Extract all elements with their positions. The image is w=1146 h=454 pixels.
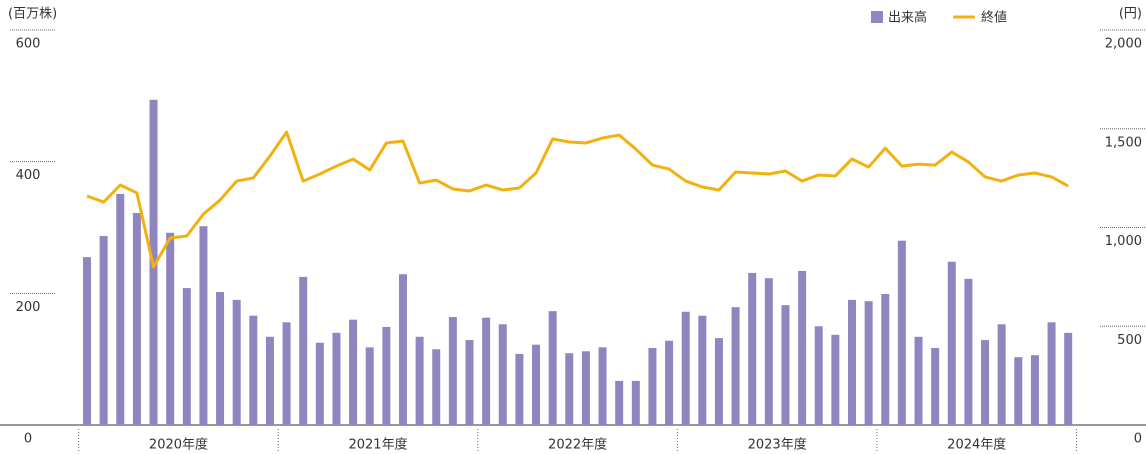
bar xyxy=(714,338,723,425)
bar xyxy=(116,193,125,425)
bar xyxy=(249,315,258,425)
y-tick-label: 200 xyxy=(16,300,41,315)
legend-label: 出来高 xyxy=(888,10,927,26)
bar xyxy=(931,347,940,425)
bar xyxy=(99,236,108,425)
bar xyxy=(798,270,807,425)
bar xyxy=(1014,357,1023,425)
legend-label: 終値 xyxy=(981,10,1007,26)
bar xyxy=(315,342,324,425)
bar xyxy=(398,274,407,425)
bar xyxy=(415,336,424,425)
y2-tick-label: 2,000 xyxy=(1105,37,1142,52)
bar xyxy=(847,299,856,425)
bar xyxy=(299,276,308,425)
bar xyxy=(748,272,757,425)
bar xyxy=(1047,322,1056,425)
bar xyxy=(731,307,740,425)
bar xyxy=(615,380,624,425)
bar xyxy=(83,257,92,425)
bar xyxy=(648,347,657,425)
y-tick-label: 0 xyxy=(24,432,32,447)
x-group-label: 2022年度 xyxy=(548,437,607,453)
x-group-label: 2024年度 xyxy=(947,437,1006,453)
bar xyxy=(681,311,690,425)
bar xyxy=(332,332,341,425)
y-tick-label: 600 xyxy=(16,37,41,52)
bar xyxy=(532,344,541,425)
bar xyxy=(631,380,640,425)
bar xyxy=(581,351,590,425)
bar xyxy=(814,326,823,425)
bar xyxy=(448,317,457,425)
bar xyxy=(864,301,873,425)
bar xyxy=(565,353,574,425)
bar xyxy=(132,213,141,425)
bar xyxy=(964,278,973,425)
x-group-label: 2020年度 xyxy=(149,437,208,453)
bar xyxy=(432,349,441,425)
bar xyxy=(698,315,707,425)
bar xyxy=(166,232,175,425)
bar xyxy=(282,322,291,425)
bar xyxy=(781,305,790,425)
bar xyxy=(365,347,374,425)
bar xyxy=(265,336,274,425)
x-group-label: 2023年度 xyxy=(748,437,807,453)
bar xyxy=(349,319,358,425)
y2-tick-label: 500 xyxy=(1117,333,1142,348)
bar xyxy=(515,353,524,425)
bar xyxy=(897,240,906,425)
bar xyxy=(1064,332,1073,425)
y-axis-label: (百万株) xyxy=(8,7,57,22)
price-line xyxy=(86,130,1069,269)
bar xyxy=(881,293,890,425)
bar xyxy=(232,299,241,425)
bar xyxy=(914,336,923,425)
bar xyxy=(465,340,474,425)
bar xyxy=(548,311,557,425)
bar xyxy=(382,326,391,425)
legend-swatch xyxy=(871,11,883,23)
y2-tick-label: 0 xyxy=(1134,432,1142,447)
y2-tick-label: 1,000 xyxy=(1105,234,1142,249)
y2-axis-label: (円) xyxy=(1119,7,1142,22)
y-tick-label: 400 xyxy=(16,168,41,183)
bar xyxy=(1030,355,1039,425)
bar xyxy=(831,334,840,425)
bar xyxy=(199,226,208,425)
bar xyxy=(997,324,1006,425)
bar xyxy=(598,347,607,425)
bar xyxy=(947,261,956,425)
bar xyxy=(182,288,191,425)
x-group-label: 2021年度 xyxy=(348,437,407,453)
bar xyxy=(665,340,674,425)
bar xyxy=(498,324,507,425)
bar xyxy=(482,317,491,425)
bar xyxy=(216,292,225,425)
bar xyxy=(981,340,990,425)
y2-tick-label: 1,500 xyxy=(1105,135,1142,150)
bar xyxy=(764,278,773,425)
